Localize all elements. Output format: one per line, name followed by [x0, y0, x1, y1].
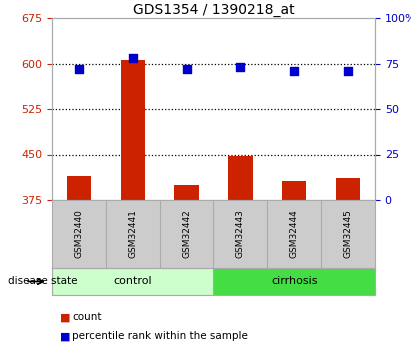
Point: [291, 68, 298, 73]
Text: count: count: [72, 313, 102, 323]
Point: [129, 55, 136, 61]
Text: cirrhosis: cirrhosis: [271, 276, 318, 286]
Text: percentile rank within the sample: percentile rank within the sample: [72, 332, 248, 342]
Text: control: control: [113, 276, 152, 286]
Point: [76, 66, 82, 72]
Bar: [175, 185, 199, 200]
Bar: [52, 268, 213, 295]
Text: GSM32440: GSM32440: [74, 209, 83, 258]
Text: ■: ■: [60, 313, 70, 323]
Text: GSM32444: GSM32444: [290, 210, 299, 258]
Bar: [121, 60, 145, 200]
Point: [183, 66, 190, 72]
Bar: [67, 176, 91, 200]
Bar: [213, 268, 375, 295]
Bar: [228, 156, 252, 200]
Text: GSM32443: GSM32443: [236, 209, 245, 258]
Text: disease state: disease state: [8, 276, 78, 286]
Point: [345, 68, 351, 73]
Text: GSM32445: GSM32445: [344, 209, 353, 258]
Text: GSM32442: GSM32442: [182, 210, 191, 258]
Bar: [336, 178, 360, 200]
Point: [237, 65, 244, 70]
Title: GDS1354 / 1390218_at: GDS1354 / 1390218_at: [133, 3, 294, 17]
Text: ■: ■: [60, 332, 70, 342]
Text: GSM32441: GSM32441: [128, 209, 137, 258]
Bar: [282, 180, 306, 200]
